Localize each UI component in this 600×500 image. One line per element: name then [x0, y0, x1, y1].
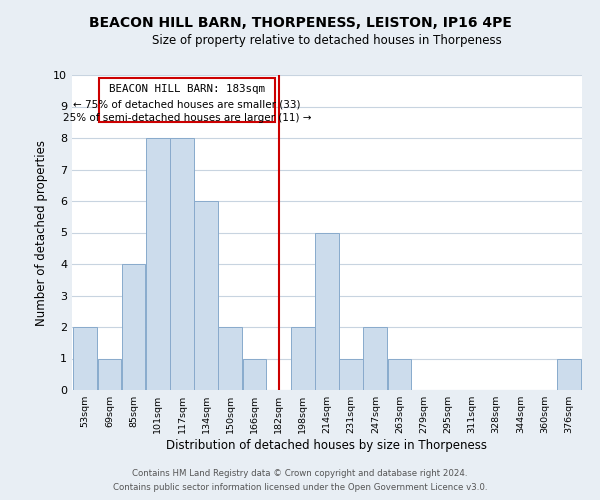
Text: Contains HM Land Registry data © Crown copyright and database right 2024.: Contains HM Land Registry data © Crown c…	[132, 468, 468, 477]
X-axis label: Distribution of detached houses by size in Thorpeness: Distribution of detached houses by size …	[167, 439, 487, 452]
Bar	[122, 264, 145, 390]
Title: Size of property relative to detached houses in Thorpeness: Size of property relative to detached ho…	[152, 34, 502, 48]
Bar	[218, 327, 242, 390]
Bar	[340, 358, 363, 390]
Bar	[73, 327, 97, 390]
Bar	[557, 358, 581, 390]
Text: BEACON HILL BARN: 183sqm: BEACON HILL BARN: 183sqm	[109, 84, 265, 94]
Text: 25% of semi-detached houses are larger (11) →: 25% of semi-detached houses are larger (…	[62, 113, 311, 123]
Bar	[364, 327, 387, 390]
Bar	[242, 358, 266, 390]
Bar	[291, 327, 314, 390]
Bar	[146, 138, 170, 390]
Bar	[388, 358, 412, 390]
FancyBboxPatch shape	[98, 78, 275, 122]
Y-axis label: Number of detached properties: Number of detached properties	[35, 140, 47, 326]
Bar	[170, 138, 194, 390]
Text: BEACON HILL BARN, THORPENESS, LEISTON, IP16 4PE: BEACON HILL BARN, THORPENESS, LEISTON, I…	[89, 16, 511, 30]
Bar	[98, 358, 121, 390]
Text: ← 75% of detached houses are smaller (33): ← 75% of detached houses are smaller (33…	[73, 100, 301, 110]
Bar	[315, 232, 339, 390]
Text: Contains public sector information licensed under the Open Government Licence v3: Contains public sector information licen…	[113, 484, 487, 492]
Bar	[194, 201, 218, 390]
